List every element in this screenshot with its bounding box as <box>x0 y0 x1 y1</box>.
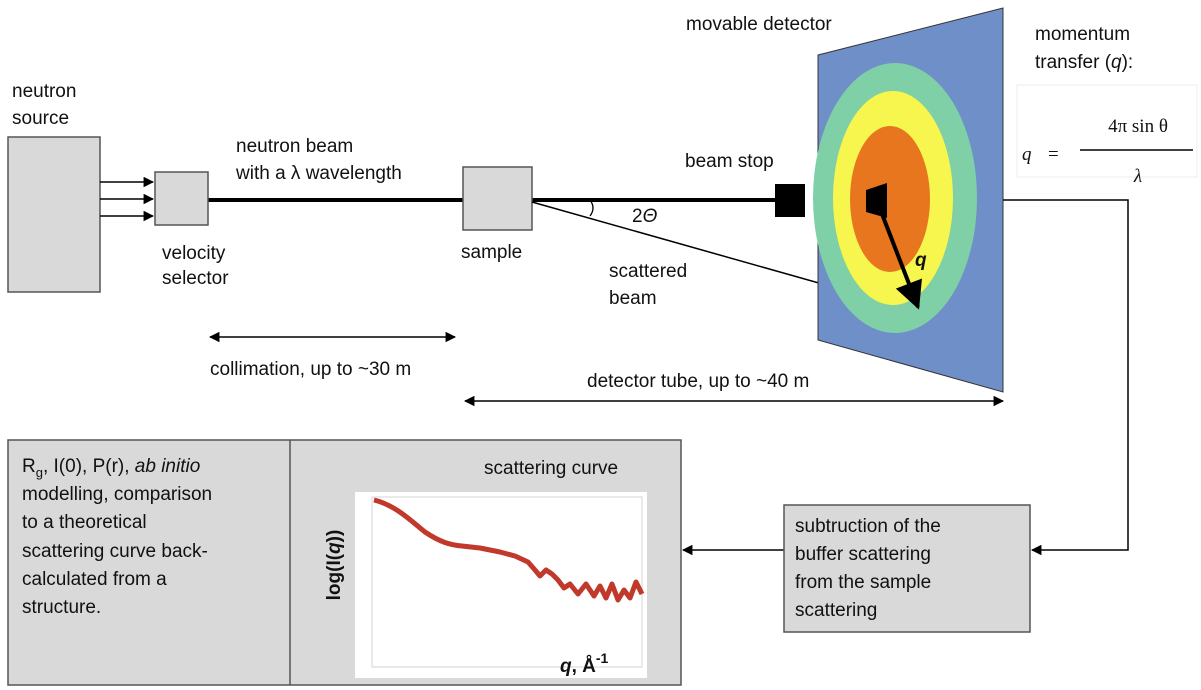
text: , Å <box>572 656 597 677</box>
ring <box>850 126 930 272</box>
source-box <box>7 136 101 293</box>
label: momentum <box>1035 24 1130 45</box>
label: structure. <box>22 597 101 618</box>
label: from the sample <box>795 572 931 593</box>
label: scattering <box>795 600 877 621</box>
label: neutron <box>12 81 76 102</box>
label: movable detector <box>686 14 832 35</box>
label: buffer scattering <box>795 544 931 565</box>
label: with a λ wavelength <box>235 163 402 184</box>
text: ab initio <box>135 456 201 477</box>
text: -1 <box>596 650 609 666</box>
velocity-selector <box>154 171 209 226</box>
text: ): <box>1122 52 1134 73</box>
label: scattering curve back- <box>22 541 208 562</box>
label: Rg, I(0), P(r), ab initio <box>22 456 200 480</box>
text: log(I( <box>324 553 345 600</box>
text: Θ <box>643 206 658 227</box>
formula-equals: = <box>1048 144 1059 165</box>
text: q <box>324 542 345 554</box>
label: neutron beam <box>236 136 353 157</box>
text: q <box>1111 52 1122 73</box>
text: , I(0), P(r), <box>43 456 135 477</box>
label: beam stop <box>685 151 774 172</box>
formula-denominator: λ <box>1133 166 1142 187</box>
label: calculated from a <box>22 569 167 590</box>
formula: q = 4π sin θ λ <box>1022 116 1193 187</box>
angle-label: 2Θ <box>632 206 658 227</box>
beam-stop <box>775 184 805 217</box>
text: )) <box>324 530 345 543</box>
text: 2 <box>632 206 643 227</box>
q-label: q <box>915 250 927 271</box>
label: source <box>12 108 69 129</box>
label: beam <box>609 288 657 309</box>
label: to a theoretical <box>22 512 147 533</box>
text: g <box>36 465 43 480</box>
formula-numerator: 4π sin θ <box>1108 116 1168 137</box>
label: scattered <box>609 261 687 282</box>
label: sample <box>461 242 522 263</box>
label: velocity <box>162 243 226 264</box>
label: transfer (q): <box>1035 52 1133 73</box>
label: modelling, comparison <box>22 484 212 505</box>
source-arrows <box>100 176 155 222</box>
formula-lhs: q <box>1022 144 1032 165</box>
angle-arc <box>589 199 594 217</box>
text: R <box>22 456 36 477</box>
label: collimation, up to ~30 m <box>210 359 411 380</box>
detector-stop <box>866 183 887 218</box>
label: scattering curve <box>484 458 618 479</box>
formula-box <box>1016 84 1198 178</box>
x-axis-label: q, Å-1 <box>560 650 609 677</box>
buffer-box <box>783 504 1031 633</box>
label: selector <box>162 268 229 289</box>
y-axis-label: log(I(q)) <box>324 530 345 601</box>
text: q <box>560 656 572 677</box>
plot-frame <box>371 496 643 668</box>
q-arrow <box>880 213 922 310</box>
sample-box <box>462 166 533 231</box>
label: subtruction of the <box>795 516 941 537</box>
connector <box>1003 199 1129 556</box>
label: detector tube, up to ~40 m <box>587 371 809 392</box>
text: transfer ( <box>1035 52 1112 73</box>
scattering-curve <box>373 497 645 603</box>
